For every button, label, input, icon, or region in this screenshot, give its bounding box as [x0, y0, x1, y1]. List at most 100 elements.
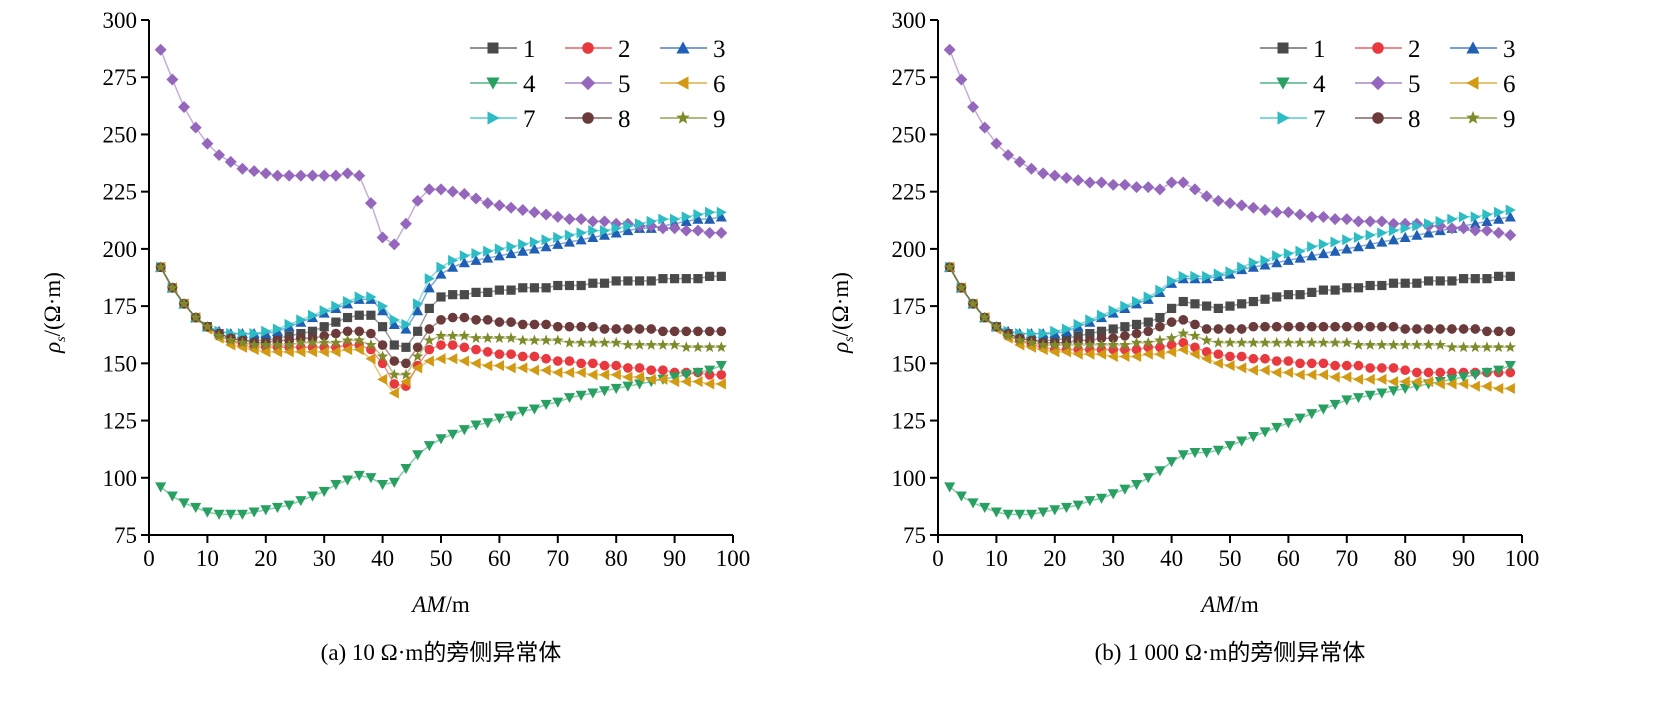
- legend-label: 6: [713, 71, 726, 98]
- series-9-point: [680, 341, 692, 353]
- series-9-point: [271, 339, 284, 350]
- series-6-point: [680, 376, 691, 388]
- y-tick-label: 75: [114, 523, 137, 548]
- series-3-point: [1493, 213, 1505, 224]
- series-5: [943, 43, 1517, 242]
- series-8-point: [1365, 321, 1375, 332]
- series-8-point: [1236, 324, 1247, 334]
- series-1-point: [658, 274, 668, 284]
- series-4-point: [1189, 448, 1201, 459]
- series-3-point: [704, 213, 716, 224]
- series-9-point: [1072, 339, 1084, 350]
- series-7-point: [1365, 229, 1376, 241]
- series-6-point: [1201, 353, 1212, 365]
- series-4-point: [528, 404, 540, 415]
- series-5-point: [516, 203, 529, 216]
- series-8-point: [1120, 331, 1130, 341]
- series-5-point: [715, 226, 728, 239]
- series-8-point: [471, 315, 481, 325]
- series-2-point: [564, 356, 575, 366]
- series-5-point: [1340, 213, 1353, 226]
- series-3-point: [482, 252, 494, 263]
- series-6-point: [528, 364, 540, 376]
- series-5-point: [1177, 176, 1190, 189]
- series-5-point: [691, 224, 704, 237]
- series-1-point: [1120, 322, 1130, 332]
- series-1-point: [483, 287, 493, 297]
- series-7-point: [249, 328, 260, 340]
- series-7-point: [1237, 261, 1248, 273]
- legend-marker-triangle-right-icon: [1277, 111, 1290, 125]
- legend-item-1: 1: [1260, 36, 1326, 63]
- series-5-point: [399, 217, 412, 230]
- x-tick-label: 60: [1277, 546, 1300, 571]
- series-8-point: [1493, 326, 1504, 337]
- series-2-point: [482, 347, 493, 357]
- series-6-point: [1364, 373, 1375, 385]
- series-4-point: [517, 406, 529, 417]
- series-4-point: [563, 393, 575, 404]
- series-4-point: [1376, 388, 1388, 399]
- series-8-point: [1213, 324, 1224, 334]
- series-3-point: [400, 323, 412, 334]
- series-4-point: [540, 399, 552, 411]
- y-tick-label: 250: [892, 122, 927, 147]
- series-9-point: [517, 334, 529, 346]
- series-7-point: [413, 298, 424, 310]
- series-7-point: [448, 254, 459, 266]
- series-1-point: [366, 310, 376, 320]
- series-3-point: [377, 305, 389, 316]
- series-5-point: [1212, 194, 1225, 207]
- series-8-point: [1458, 324, 1469, 334]
- series-2-point: [1306, 358, 1317, 369]
- series-8-point: [599, 324, 610, 334]
- series-5-point: [668, 222, 681, 235]
- series-7-point: [424, 273, 435, 285]
- series-7-point: [459, 250, 470, 262]
- series-9-point: [1025, 336, 1038, 348]
- series-5-point: [376, 231, 389, 244]
- series-3-point: [517, 245, 529, 256]
- series-5-point: [1469, 224, 1482, 237]
- y-tick-label: 100: [892, 466, 927, 491]
- series-5-point: [189, 121, 202, 134]
- series-9-point: [1177, 327, 1189, 339]
- series-1-point: [553, 280, 563, 291]
- series-5-point: [446, 185, 459, 198]
- series-9-point: [1002, 329, 1014, 341]
- series-7-point: [623, 220, 634, 232]
- series-8-point: [447, 312, 458, 323]
- series-9-point: [598, 336, 611, 348]
- series-5-point: [1305, 210, 1318, 223]
- series-4-point: [1014, 509, 1026, 520]
- series-4-point: [669, 372, 681, 383]
- y-tick-label: 275: [892, 65, 927, 90]
- series-4-point: [1329, 399, 1341, 411]
- series-5-point: [1130, 181, 1143, 194]
- series-9-point: [1247, 336, 1260, 348]
- series-8-point: [623, 324, 633, 334]
- series-2-point: [658, 365, 668, 376]
- series-7-point: [1388, 225, 1400, 237]
- series-5-point: [943, 43, 956, 56]
- series-4-point: [1271, 422, 1283, 433]
- series-9-point: [213, 329, 225, 341]
- series-9-point: [458, 329, 471, 341]
- series-1-point: [1318, 285, 1329, 295]
- x-tick-label: 40: [371, 546, 394, 571]
- series-7-point: [342, 296, 354, 308]
- series-6-point: [470, 357, 481, 369]
- series-7-point: [1085, 314, 1096, 326]
- series-6-point: [1493, 382, 1504, 395]
- series-4-point: [1236, 436, 1248, 447]
- series-9-point: [1457, 341, 1470, 353]
- series-6-point: [353, 344, 364, 356]
- series-6-point: [365, 353, 376, 365]
- series-9-point: [610, 336, 622, 348]
- series-2-point: [1412, 367, 1422, 378]
- series-8-point: [412, 342, 423, 353]
- y-tick-label: 75: [903, 523, 926, 548]
- series-1-point: [494, 285, 504, 295]
- series-7-point: [284, 318, 295, 330]
